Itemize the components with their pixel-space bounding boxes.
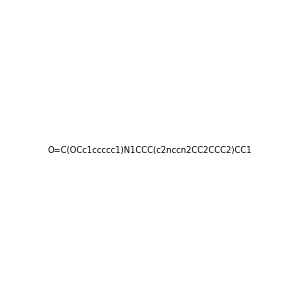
Text: O=C(OCc1ccccc1)N1CCC(c2nccn2CC2CCC2)CC1: O=C(OCc1ccccc1)N1CCC(c2nccn2CC2CCC2)CC1 <box>48 146 252 154</box>
